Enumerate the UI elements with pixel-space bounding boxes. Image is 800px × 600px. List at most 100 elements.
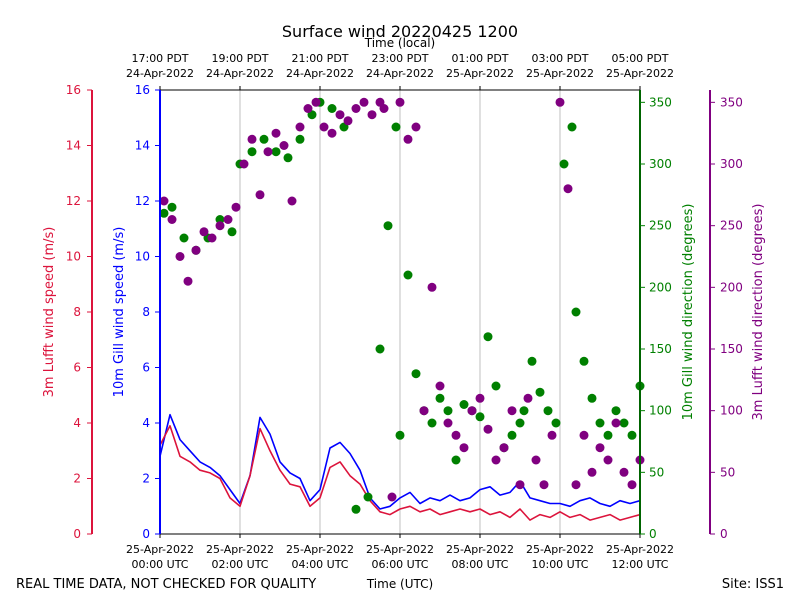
x-tick-label-time: 06:00 UTC <box>371 558 428 571</box>
x-tick-label-time: 12:00 UTC <box>611 558 668 571</box>
10m-gill-wind-direction-point <box>551 418 561 428</box>
3m-lufft-wind-direction-point <box>247 134 257 144</box>
gill_dir-tick-label: 150 <box>649 342 672 356</box>
10m-gill-wind-direction-point <box>611 406 621 416</box>
3m-lufft-wind-direction-point <box>295 122 305 132</box>
top-axis-label: Time (local) <box>364 36 436 50</box>
lufft_dir-tick-label: 50 <box>720 465 735 479</box>
top-tick-label-date: 25-Apr-2022 <box>526 67 594 80</box>
lufft_dir-tick-label: 150 <box>720 342 743 356</box>
gill_speed-tick-label: 16 <box>135 83 150 97</box>
10m-gill-wind-direction-point <box>527 356 537 366</box>
lufft_dir-tick-label: 0 <box>720 527 728 541</box>
lufft_speed-tick-label: 2 <box>73 472 81 486</box>
top-tick-label-date: 24-Apr-2022 <box>366 67 434 80</box>
3m-lufft-wind-direction-point <box>595 443 605 453</box>
top-tick-label-date: 24-Apr-2022 <box>126 67 194 80</box>
gill_speed-tick-label: 2 <box>142 472 150 486</box>
3m-lufft-wind-direction-point <box>239 159 249 169</box>
gill_dir-tick-label: 350 <box>649 95 672 109</box>
10m-gill-wind-direction-point <box>451 455 461 465</box>
x-tick-label-time: 08:00 UTC <box>451 558 508 571</box>
3m-lufft-wind-direction-point <box>435 381 445 391</box>
x-tick-label-time: 10:00 UTC <box>531 558 588 571</box>
10m-gill-wind-direction-point <box>627 430 637 440</box>
chart-title: Surface wind 20220425 1200 <box>282 22 518 41</box>
lufft_dir-tick-label: 350 <box>720 95 743 109</box>
x-tick-label-date: 25-Apr-2022 <box>126 543 194 556</box>
3m-lufft-wind-direction-point <box>499 443 509 453</box>
3m-lufft-wind-direction-point <box>611 418 621 428</box>
10m-gill-wind-direction-point <box>215 215 225 224</box>
3m-lufft-wind-direction-point <box>403 134 413 144</box>
3m-lufft-wind-direction-point <box>411 122 421 132</box>
3m-lufft-wind-direction-point <box>319 122 329 132</box>
3m-lufft-wind-direction-point <box>555 97 565 107</box>
3m-lufft-wind-direction-point <box>303 104 313 113</box>
10m-gill-wind-direction-point <box>295 134 305 144</box>
lufft_speed-tick-label: 16 <box>66 83 81 97</box>
gill-speed-axis-label: 10m Gill wind speed (m/s) <box>112 227 127 398</box>
10m-gill-wind-direction-point <box>519 406 529 416</box>
10m-gill-wind-direction-point <box>351 504 361 514</box>
top-tick-label-time: 03:00 PDT <box>531 52 588 65</box>
top-tick-label-date: 24-Apr-2022 <box>286 67 354 80</box>
10m-gill-wind-direction-point <box>395 430 405 440</box>
3m-lufft-wind-direction-point <box>223 215 233 224</box>
3m-lufft-wind-direction-point <box>263 147 273 157</box>
3m-lufft-wind-direction-point <box>183 276 193 286</box>
gill_dir-tick-label: 200 <box>649 280 672 294</box>
lufft-speed-axis-label: 3m Lufft wind speed (m/s) <box>42 227 57 398</box>
10m-gill-wind-direction-point <box>603 430 613 440</box>
3m-lufft-wind-direction-point <box>359 97 369 107</box>
gill_speed-tick-label: 10 <box>135 250 150 264</box>
x-tick-label-time: 00:00 UTC <box>131 558 188 571</box>
x-tick-label-date: 25-Apr-2022 <box>606 543 674 556</box>
10m-gill-wind-direction-point <box>179 233 189 243</box>
10m-gill-wind-direction-point <box>167 202 177 212</box>
10m-gill-wind-direction-point <box>587 393 597 403</box>
3m-lufft-wind-direction-point <box>627 480 637 490</box>
3m-lufft-wind-direction-point <box>387 492 397 502</box>
3m-lufft-wind-direction-point <box>191 245 201 255</box>
3m-lufft-wind-direction-point <box>279 141 289 150</box>
gill_speed-tick-label: 0 <box>142 527 150 541</box>
3m-lufft-wind-direction-point <box>343 116 353 126</box>
3m-lufft-wind-direction-point <box>311 97 321 107</box>
footer-site-label: Site: ISS1 <box>722 577 784 592</box>
gill_speed-tick-label: 8 <box>142 305 150 319</box>
3m-lufft-wind-direction-point <box>515 480 525 490</box>
lufft_speed-tick-label: 10 <box>66 250 81 264</box>
10m-gill-wind-direction-point <box>247 147 257 157</box>
3m-lufft-wind-direction-point <box>603 455 613 465</box>
3m-lufft-wind-direction-point <box>395 97 405 107</box>
lufft_speed-tick-label: 14 <box>66 139 81 153</box>
3m-lufft-wind-direction-point <box>419 406 429 416</box>
3m-lufft-wind-direction-point <box>351 104 361 113</box>
3m-lufft-wind-direction-point <box>619 467 629 477</box>
10m-gill-wind-direction-point <box>443 406 453 416</box>
gill_dir-tick-label: 0 <box>649 527 657 541</box>
10m-gill-wind-direction-point <box>383 221 393 231</box>
10m-gill-wind-direction-point <box>507 430 517 440</box>
3m-lufft-wind-direction-point <box>571 480 581 490</box>
top-tick-label-time: 23:00 PDT <box>371 52 428 65</box>
top-tick-label-time: 05:00 PDT <box>611 52 668 65</box>
10m-gill-wind-direction-point <box>283 153 293 163</box>
3m-lufft-wind-direction-point <box>539 480 549 490</box>
lufft_dir-tick-label: 200 <box>720 280 743 294</box>
10m-gill-wind-direction-point <box>595 418 605 428</box>
3m-lufft-wind-speed-line <box>159 424 641 521</box>
footer-quality-note: REAL TIME DATA, NOT CHECKED FOR QUALITY <box>16 577 316 592</box>
3m-lufft-wind-direction-point <box>427 282 437 292</box>
3m-lufft-wind-direction-point <box>335 110 345 120</box>
lufft_speed-tick-label: 6 <box>73 361 81 375</box>
10m-gill-wind-direction-point <box>567 122 577 132</box>
3m-lufft-wind-direction-point <box>523 393 533 403</box>
gill_speed-tick-label: 12 <box>135 194 150 208</box>
10m-gill-wind-direction-point <box>475 412 485 422</box>
x-tick-label-time: 02:00 UTC <box>211 558 268 571</box>
gill_dir-tick-label: 300 <box>649 157 672 171</box>
10m-gill-wind-direction-point <box>491 381 501 391</box>
